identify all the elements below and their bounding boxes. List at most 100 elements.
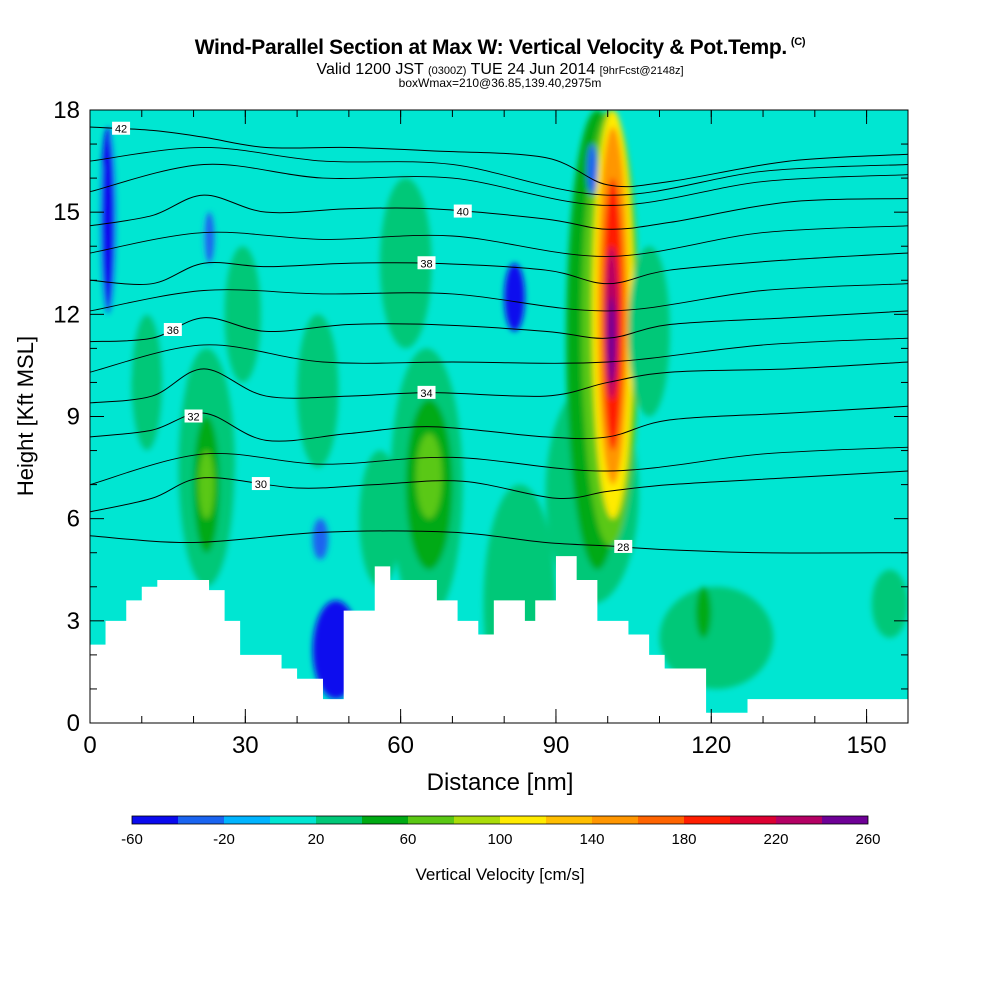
theta-label-box-40 <box>453 204 472 218</box>
chart-title: Wind-Parallel Section at Max W: Vertical… <box>0 36 1000 60</box>
valid-date: TUE 24 Jun 2014 <box>470 61 596 78</box>
velocity-region-6 <box>224 246 261 383</box>
colorbar-swatch <box>822 816 868 824</box>
velocity-region-16 <box>379 178 432 349</box>
colorbar-swatch <box>316 816 362 824</box>
velocity-region-28 <box>587 144 598 196</box>
colorbar-tick-label: 60 <box>400 831 417 848</box>
colorbar-tick-label: 140 <box>579 831 604 848</box>
forecast-info: [9hrFcst@2148z] <box>599 65 684 77</box>
colorbar-label: Vertical Velocity [cm/s] <box>415 865 584 884</box>
x-axis-label: Distance [nm] <box>427 769 574 796</box>
theta-contour-32 <box>90 405 908 442</box>
velocity-region-17 <box>504 263 525 332</box>
colorbar-swatch <box>638 816 684 824</box>
theta-label-30: 30 <box>255 479 267 491</box>
theta-contour-30 <box>90 470 908 513</box>
y-tick-label: 6 <box>67 506 80 533</box>
colorbar-swatch <box>546 816 592 824</box>
y-tick-label: 15 <box>53 199 80 226</box>
theta-label-42: 42 <box>115 124 127 136</box>
theta-contour-38 <box>90 252 908 285</box>
x-tick-label: 90 <box>543 732 570 759</box>
velocity-region-32 <box>783 586 852 700</box>
x-tick-label: 120 <box>691 732 731 759</box>
theta-label-34: 34 <box>420 388 432 400</box>
velocity-region-26 <box>607 297 616 383</box>
theta-contour-minor-1 <box>90 337 908 373</box>
colorbar-swatch <box>454 816 500 824</box>
velocity-region-27 <box>628 246 670 417</box>
valid-utc: (0300Z) <box>427 65 467 77</box>
velocity-region-11 <box>312 518 329 560</box>
theta-contour-minor-5 <box>90 147 908 196</box>
theta-label-box-34 <box>417 385 436 399</box>
theta-contour-28 <box>90 530 908 554</box>
x-tick-label: 0 <box>83 732 96 759</box>
colorbar-tick-label: 220 <box>763 831 788 848</box>
x-tick-label: 30 <box>232 732 259 759</box>
theta-contour-minor-4 <box>90 163 908 206</box>
title-mark: (C) <box>790 36 806 48</box>
velocity-region-29 <box>711 110 908 451</box>
colorbar-swatch <box>408 816 454 824</box>
x-tick-label: 60 <box>387 732 414 759</box>
colorbar-swatch <box>132 816 178 824</box>
theta-contour-minor-0 <box>90 446 908 486</box>
theta-contour-34 <box>90 361 908 404</box>
velocity-region-9 <box>297 314 339 468</box>
theta-label-32: 32 <box>187 412 199 424</box>
velocity-region-7 <box>100 127 116 315</box>
theta-label-box-32 <box>184 409 203 423</box>
velocity-region-15 <box>416 433 443 519</box>
colorbar-swatch <box>224 816 270 824</box>
theta-label-box-42 <box>112 121 131 135</box>
colorbar-swatch <box>362 816 408 824</box>
colorbar-swatch <box>592 816 638 824</box>
theta-label-box-28 <box>614 539 633 553</box>
colorbar-tick-label: 180 <box>671 831 696 848</box>
velocity-region-30 <box>659 586 774 689</box>
velocity-region-8 <box>203 212 215 264</box>
theta-contour-36 <box>90 310 908 343</box>
colorbar-swatch <box>500 816 546 824</box>
y-tick-label: 9 <box>67 404 80 431</box>
box-info: boxWmax=210@36.85,139.40,2975m <box>398 76 602 90</box>
theta-contours <box>90 126 908 554</box>
colorbar-tick-label: 260 <box>855 831 880 848</box>
theta-label-40: 40 <box>457 207 469 219</box>
y-tick-label: 0 <box>67 710 80 737</box>
y-tick-label: 18 <box>53 97 80 124</box>
terrain-mask <box>90 556 908 723</box>
velocity-region-31 <box>695 586 712 638</box>
velocity-region-33 <box>871 569 908 638</box>
theta-label-box-36 <box>163 322 182 336</box>
colorbar: -60 -20 20 60 100 140 180 220 260 <box>121 815 881 848</box>
chart-subtitle: Valid 1200 JST (0300Z) TUE 24 Jun 2014 [… <box>0 61 1000 79</box>
theta-contour-42 <box>90 126 908 188</box>
colorbar-tick-label: 20 <box>308 831 325 848</box>
velocity-region-1 <box>90 110 204 383</box>
theta-label-28: 28 <box>617 542 629 554</box>
colorbar-swatch <box>776 816 822 824</box>
colorbar-frame <box>131 815 869 825</box>
y-axis-label: Height [Kft MSL] <box>13 336 38 496</box>
theta-contour-minor-2 <box>90 283 908 312</box>
theta-label-38: 38 <box>420 258 432 270</box>
colorbar-swatch <box>684 816 730 824</box>
theta-label-36: 36 <box>167 325 179 337</box>
colorbar-swatch <box>730 816 776 824</box>
colorbar-tick-label: -20 <box>213 831 235 848</box>
theta-label-box-30 <box>251 477 270 491</box>
theta-contour-minor-3 <box>90 225 908 257</box>
colorbar-tick-label: -60 <box>121 831 143 848</box>
title-text: Wind-Parallel Section at Max W: Vertical… <box>194 36 788 59</box>
theta-label-box-38 <box>417 256 436 270</box>
y-tick-label: 12 <box>53 301 80 328</box>
y-tick-label: 3 <box>67 608 80 635</box>
velocity-region-2 <box>131 314 163 451</box>
colorbar-swatch <box>270 816 316 824</box>
colorbar-swatch <box>178 816 224 824</box>
